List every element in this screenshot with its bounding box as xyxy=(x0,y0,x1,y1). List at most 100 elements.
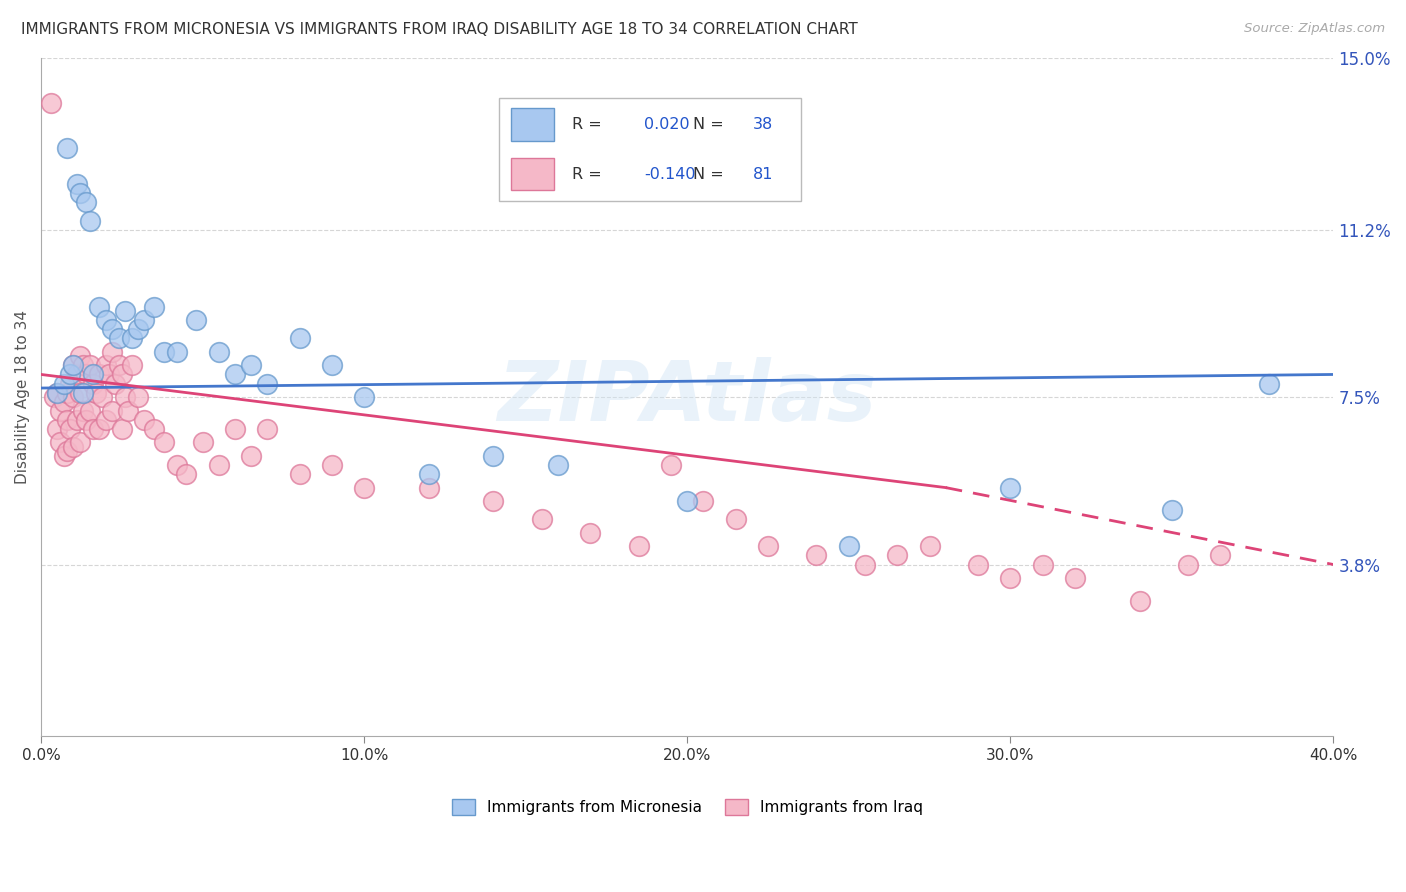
Point xyxy=(240,359,263,373)
Point xyxy=(79,359,101,373)
Point xyxy=(288,331,311,345)
Point xyxy=(104,376,127,391)
Point xyxy=(579,525,602,540)
Point xyxy=(66,368,89,382)
Point xyxy=(46,385,69,400)
Point xyxy=(224,422,246,436)
Point xyxy=(107,359,129,373)
Text: 81: 81 xyxy=(754,167,773,182)
Point xyxy=(114,304,136,318)
Point xyxy=(94,413,117,427)
Point xyxy=(72,385,94,400)
Point xyxy=(353,481,375,495)
Text: -0.140: -0.140 xyxy=(644,167,696,182)
Point xyxy=(75,195,97,210)
Point xyxy=(134,313,156,327)
Point xyxy=(79,403,101,417)
Point xyxy=(66,178,89,192)
Point xyxy=(166,344,188,359)
Point xyxy=(114,390,136,404)
Point xyxy=(659,458,682,472)
Point xyxy=(853,558,876,572)
Point xyxy=(482,494,505,508)
Point xyxy=(353,390,375,404)
Point xyxy=(101,344,124,359)
Point xyxy=(692,494,714,508)
Point xyxy=(918,540,941,554)
Point xyxy=(676,494,699,508)
Point xyxy=(52,376,75,391)
Point xyxy=(97,368,120,382)
Point xyxy=(886,549,908,563)
Point xyxy=(69,186,91,201)
Point xyxy=(121,331,143,345)
Point xyxy=(66,413,89,427)
Point xyxy=(121,359,143,373)
Point xyxy=(418,467,440,481)
Point xyxy=(143,422,166,436)
Point xyxy=(69,435,91,450)
Point xyxy=(1209,549,1232,563)
Point xyxy=(101,403,124,417)
Point xyxy=(72,403,94,417)
Point xyxy=(79,213,101,227)
Point xyxy=(1160,503,1182,517)
Point xyxy=(191,435,214,450)
Point xyxy=(838,540,860,554)
FancyBboxPatch shape xyxy=(499,98,801,201)
Point xyxy=(72,359,94,373)
Point xyxy=(56,141,79,155)
Point xyxy=(94,313,117,327)
Point xyxy=(1177,558,1199,572)
Text: ZIPAtlas: ZIPAtlas xyxy=(498,357,877,438)
Point xyxy=(530,512,553,526)
Point xyxy=(134,413,156,427)
Point xyxy=(1032,558,1054,572)
Point xyxy=(42,390,65,404)
Point xyxy=(84,385,107,400)
Text: R =: R = xyxy=(572,167,606,182)
Point xyxy=(59,368,82,382)
Text: Source: ZipAtlas.com: Source: ZipAtlas.com xyxy=(1244,22,1385,36)
Point xyxy=(321,359,343,373)
Point xyxy=(62,359,84,373)
Y-axis label: Disability Age 18 to 34: Disability Age 18 to 34 xyxy=(15,310,30,484)
Point xyxy=(627,540,650,554)
Point xyxy=(52,449,75,463)
Point xyxy=(806,549,828,563)
Point xyxy=(547,458,569,472)
Point xyxy=(59,376,82,391)
Point xyxy=(56,385,79,400)
Point xyxy=(56,444,79,458)
Text: 0.020: 0.020 xyxy=(644,117,690,132)
Point xyxy=(89,368,111,382)
Point xyxy=(49,435,72,450)
Point xyxy=(127,390,149,404)
Point xyxy=(117,403,139,417)
Text: N =: N = xyxy=(693,167,728,182)
Point xyxy=(82,368,104,382)
Point xyxy=(756,540,779,554)
Point xyxy=(1064,571,1087,585)
Point xyxy=(256,376,278,391)
Point xyxy=(39,95,62,110)
Point xyxy=(94,359,117,373)
Point xyxy=(56,413,79,427)
Point xyxy=(1000,481,1022,495)
Point xyxy=(62,440,84,454)
Point xyxy=(46,422,69,436)
Point xyxy=(127,322,149,336)
Point xyxy=(52,394,75,409)
Text: N =: N = xyxy=(693,117,728,132)
Point xyxy=(111,422,134,436)
Point xyxy=(143,300,166,314)
Point xyxy=(49,403,72,417)
Point xyxy=(89,300,111,314)
Point xyxy=(208,458,231,472)
Point xyxy=(166,458,188,472)
Point xyxy=(59,422,82,436)
Point xyxy=(321,458,343,472)
Text: IMMIGRANTS FROM MICRONESIA VS IMMIGRANTS FROM IRAQ DISABILITY AGE 18 TO 34 CORRE: IMMIGRANTS FROM MICRONESIA VS IMMIGRANTS… xyxy=(21,22,858,37)
Point xyxy=(111,368,134,382)
Point xyxy=(107,331,129,345)
